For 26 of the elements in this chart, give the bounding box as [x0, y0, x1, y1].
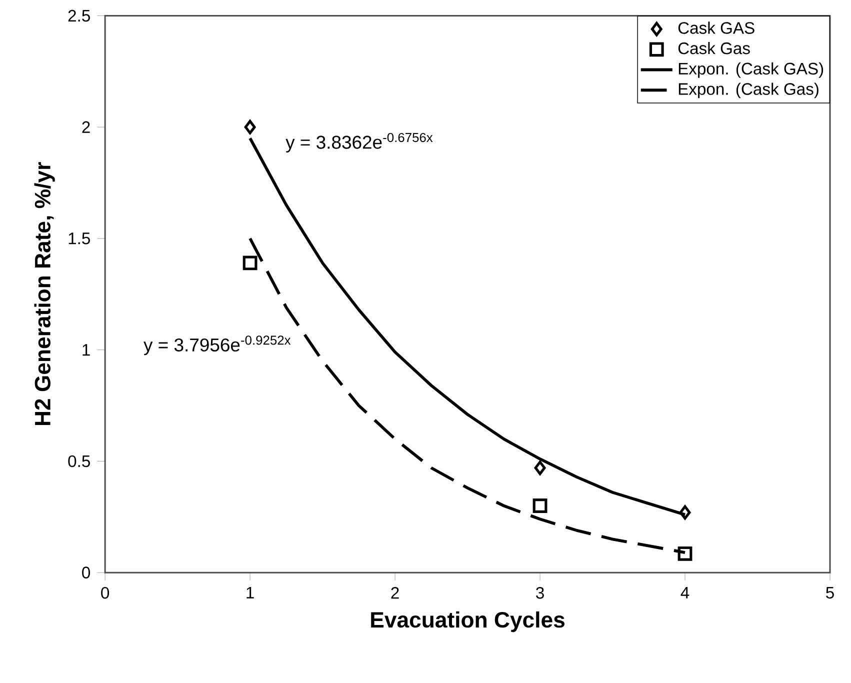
y-tick-label: 1	[82, 344, 90, 356]
y-tick-label: 1.5	[68, 232, 90, 244]
annotation: y = 3.7956e$^{-0.9252x}$	[144, 336, 291, 356]
x-tick-label: 1	[246, 587, 254, 598]
point	[244, 120, 256, 134]
legend-label: Expon. (Cask Gas)	[678, 82, 818, 98]
x-tick-label: 5	[826, 587, 834, 599]
y-axis-title: H2 Generation Rate, %/yr	[34, 162, 55, 426]
x-tick-label: 3	[536, 587, 544, 599]
y-tick-label: 0	[82, 566, 90, 579]
point	[679, 505, 691, 520]
legend-label: Cask GAS	[678, 22, 754, 34]
x-tick-label: 4	[680, 587, 690, 598]
x-axis-title: Evacuation Cycles	[371, 611, 564, 632]
x-tick-label: 0	[101, 587, 110, 599]
point	[532, 498, 548, 514]
y-tick-label: 0.5	[68, 455, 90, 468]
point	[242, 256, 258, 270]
x-tick-label: 2	[391, 587, 399, 599]
legend-label: Expon. (Cask GAS)	[678, 62, 824, 78]
annotation: y = 3.8362e$^{-0.6756x}$	[286, 132, 433, 153]
y-tick-label: 2	[82, 121, 90, 133]
y-tick-label: 2.5	[68, 10, 90, 22]
legend-label: Cask Gas	[678, 42, 750, 54]
point	[534, 460, 546, 476]
point	[678, 546, 692, 561]
